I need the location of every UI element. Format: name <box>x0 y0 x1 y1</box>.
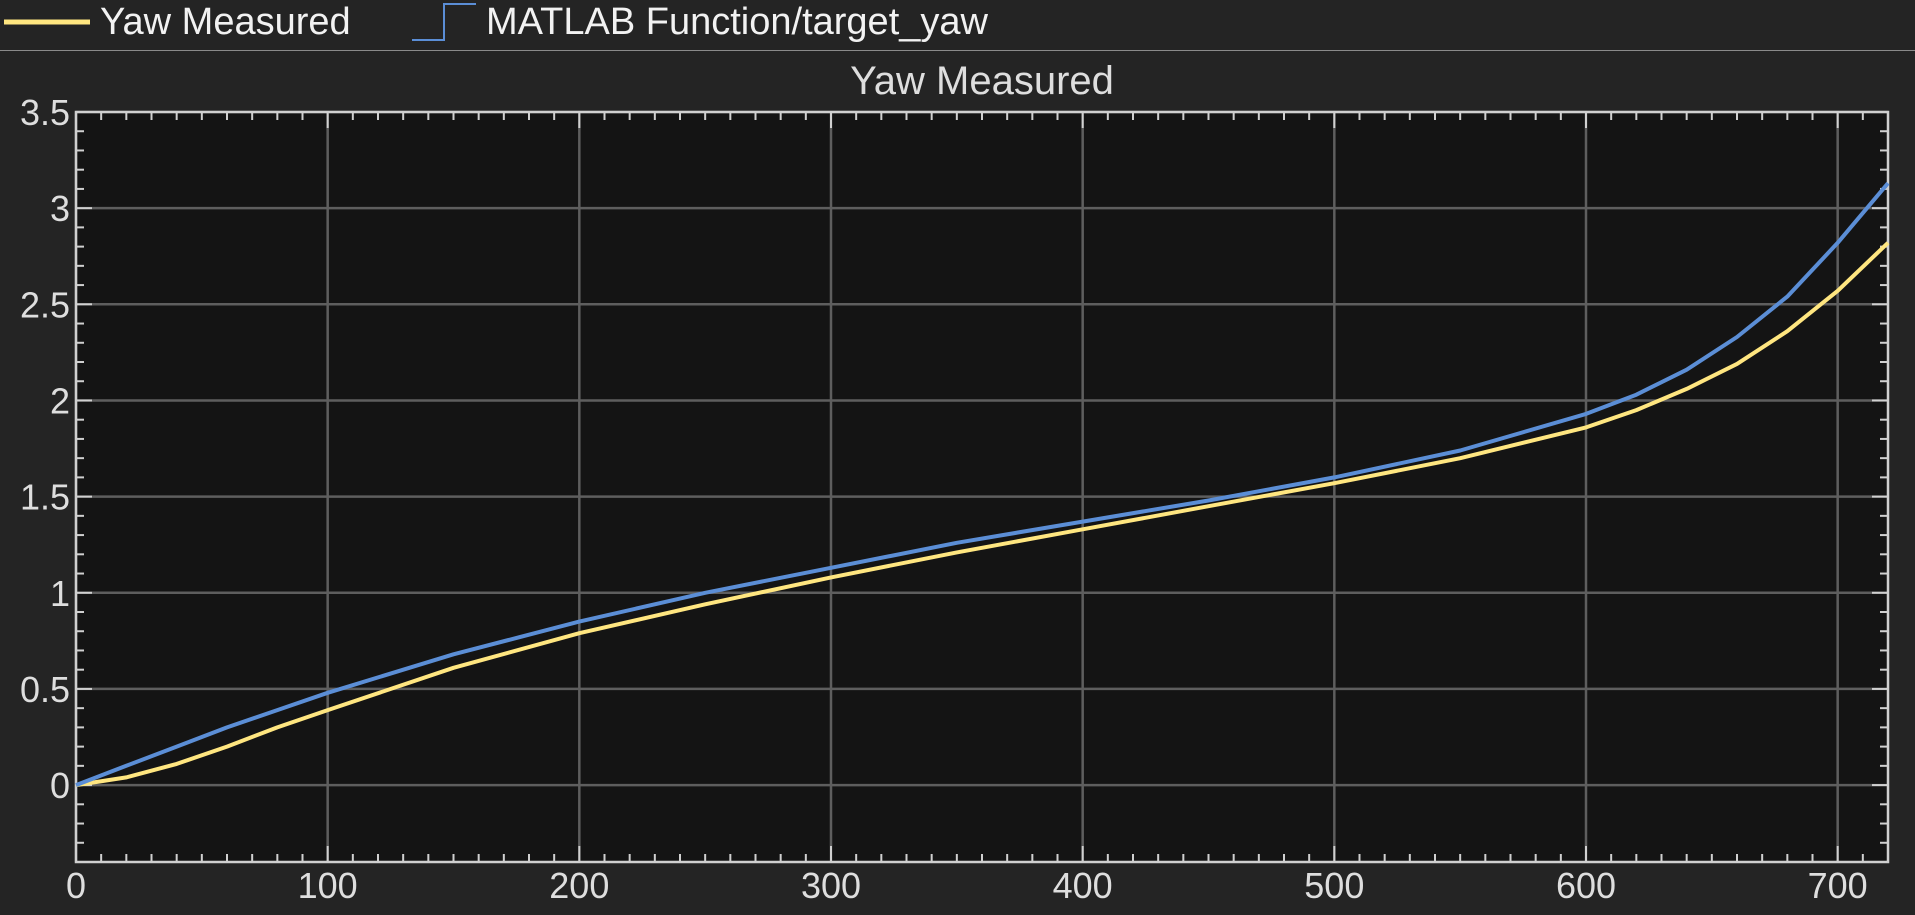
legend-item-yaw-measured[interactable]: Yaw Measured <box>4 0 351 44</box>
axes-frame <box>74 110 1890 864</box>
y-tick-label: 3 <box>50 188 70 229</box>
legend-label-target-yaw: MATLAB Function/target_yaw <box>486 0 988 43</box>
y-tick-label: 1.5 <box>20 477 70 518</box>
y-tick-label: 1 <box>50 573 70 614</box>
legend: Yaw Measured MATLAB Function/target_yaw <box>0 0 1915 51</box>
y-tick-label: 2 <box>50 380 70 421</box>
x-tick-label: 0 <box>66 865 86 906</box>
legend-swatch-yaw-measured <box>4 19 90 25</box>
x-tick-label: 200 <box>549 865 609 906</box>
y-tick-label: 2.5 <box>20 284 70 325</box>
x-tick-label: 100 <box>298 865 358 906</box>
x-tick-label: 700 <box>1808 865 1868 906</box>
legend-item-target-yaw[interactable]: MATLAB Function/target_yaw <box>410 0 988 44</box>
legend-label-yaw-measured: Yaw Measured <box>100 0 351 43</box>
y-tick-label: 3.5 <box>20 92 70 133</box>
y-tick-label: 0 <box>50 765 70 806</box>
series-line-yaw-measured <box>75 241 1890 788</box>
legend-step-target-yaw <box>412 3 476 41</box>
y-tick-label: 0.5 <box>20 669 70 710</box>
plot-background <box>76 112 1888 862</box>
x-tick-label: 400 <box>1053 865 1113 906</box>
chart-title: Yaw Measured <box>850 59 1114 103</box>
legend-swatch-target-yaw <box>412 3 476 41</box>
series-line-target-yaw <box>75 181 1890 787</box>
x-tick-label: 500 <box>1304 865 1364 906</box>
x-tick-label: 300 <box>801 865 861 906</box>
x-tick-label: 600 <box>1556 865 1616 906</box>
